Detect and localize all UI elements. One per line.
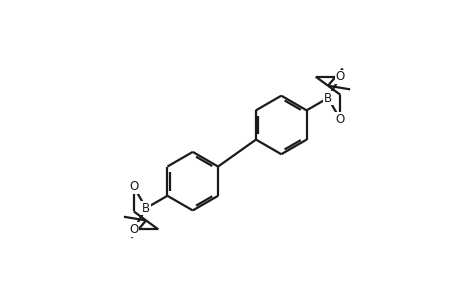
Text: O: O	[336, 113, 345, 126]
Text: O: O	[336, 70, 345, 83]
Text: O: O	[129, 180, 138, 193]
Text: B: B	[324, 91, 332, 105]
Text: O: O	[129, 223, 138, 236]
Text: B: B	[142, 202, 150, 215]
